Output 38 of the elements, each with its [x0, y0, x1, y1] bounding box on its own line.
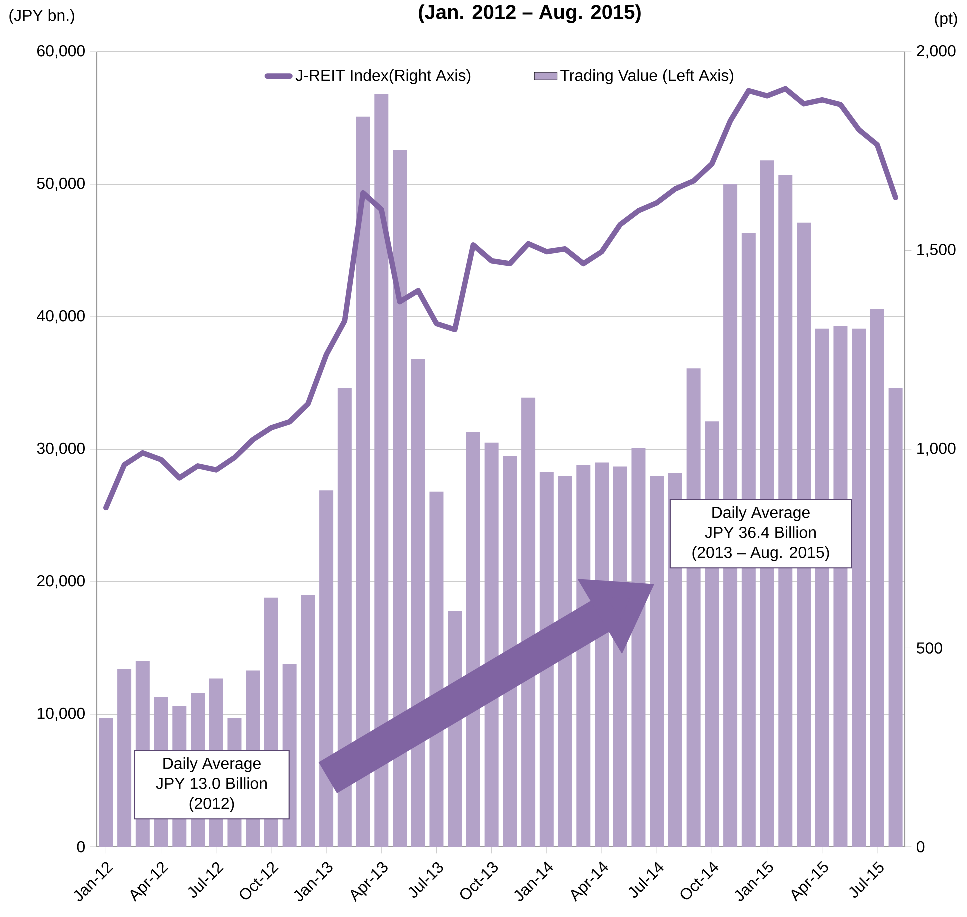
bar: [301, 595, 316, 847]
bar: [338, 388, 352, 847]
y-tick-label: 40,000: [37, 310, 86, 324]
bar: [320, 490, 334, 847]
y2-tick-label: 1,500: [918, 244, 956, 258]
bar: [522, 398, 536, 847]
bar: [888, 388, 903, 847]
y-tick-label: 30,000: [37, 442, 86, 456]
annotation: Daily Average: [712, 506, 810, 522]
y2-tick-label: 1,000: [918, 442, 956, 456]
y-tick-label: 10,000: [38, 708, 86, 722]
bar: [870, 309, 884, 847]
y2-tick-label: 0: [917, 841, 925, 853]
annotation: JPY 13.0 Billion: [156, 778, 267, 790]
annotation: Daily Average: [164, 758, 261, 772]
bar: [852, 328, 866, 847]
chart-title: (Jan. 2012 – Aug. 2015): [419, 4, 641, 24]
bar: [632, 448, 646, 847]
bar: [99, 718, 114, 847]
y2-tick-label: 2,000: [917, 45, 956, 59]
legend-label: Trading Value (Left Axis): [560, 70, 734, 84]
bar: [374, 94, 389, 847]
y-tick-label: 60,000: [38, 45, 86, 59]
annotation: (2012): [190, 798, 234, 812]
y-tick-label: 20,000: [37, 575, 86, 589]
bar: [118, 669, 132, 847]
y-tick-label: 0: [77, 841, 86, 853]
bar: [650, 476, 664, 847]
annotation: (2013 – Aug. 2015): [692, 546, 830, 562]
annotation: JPY 36.4 Billion: [705, 526, 816, 538]
y-tick-label: 50,000: [37, 178, 86, 192]
bar: [356, 116, 370, 847]
y2-tick-label: 500: [917, 642, 942, 654]
legend-label: J-REIT Index(Right Axis): [296, 70, 471, 84]
bar: [411, 359, 426, 847]
y-axis-title: (JPY bn.): [10, 10, 74, 24]
y2-axis-title: (pt): [935, 12, 958, 28]
bar: [466, 432, 480, 847]
